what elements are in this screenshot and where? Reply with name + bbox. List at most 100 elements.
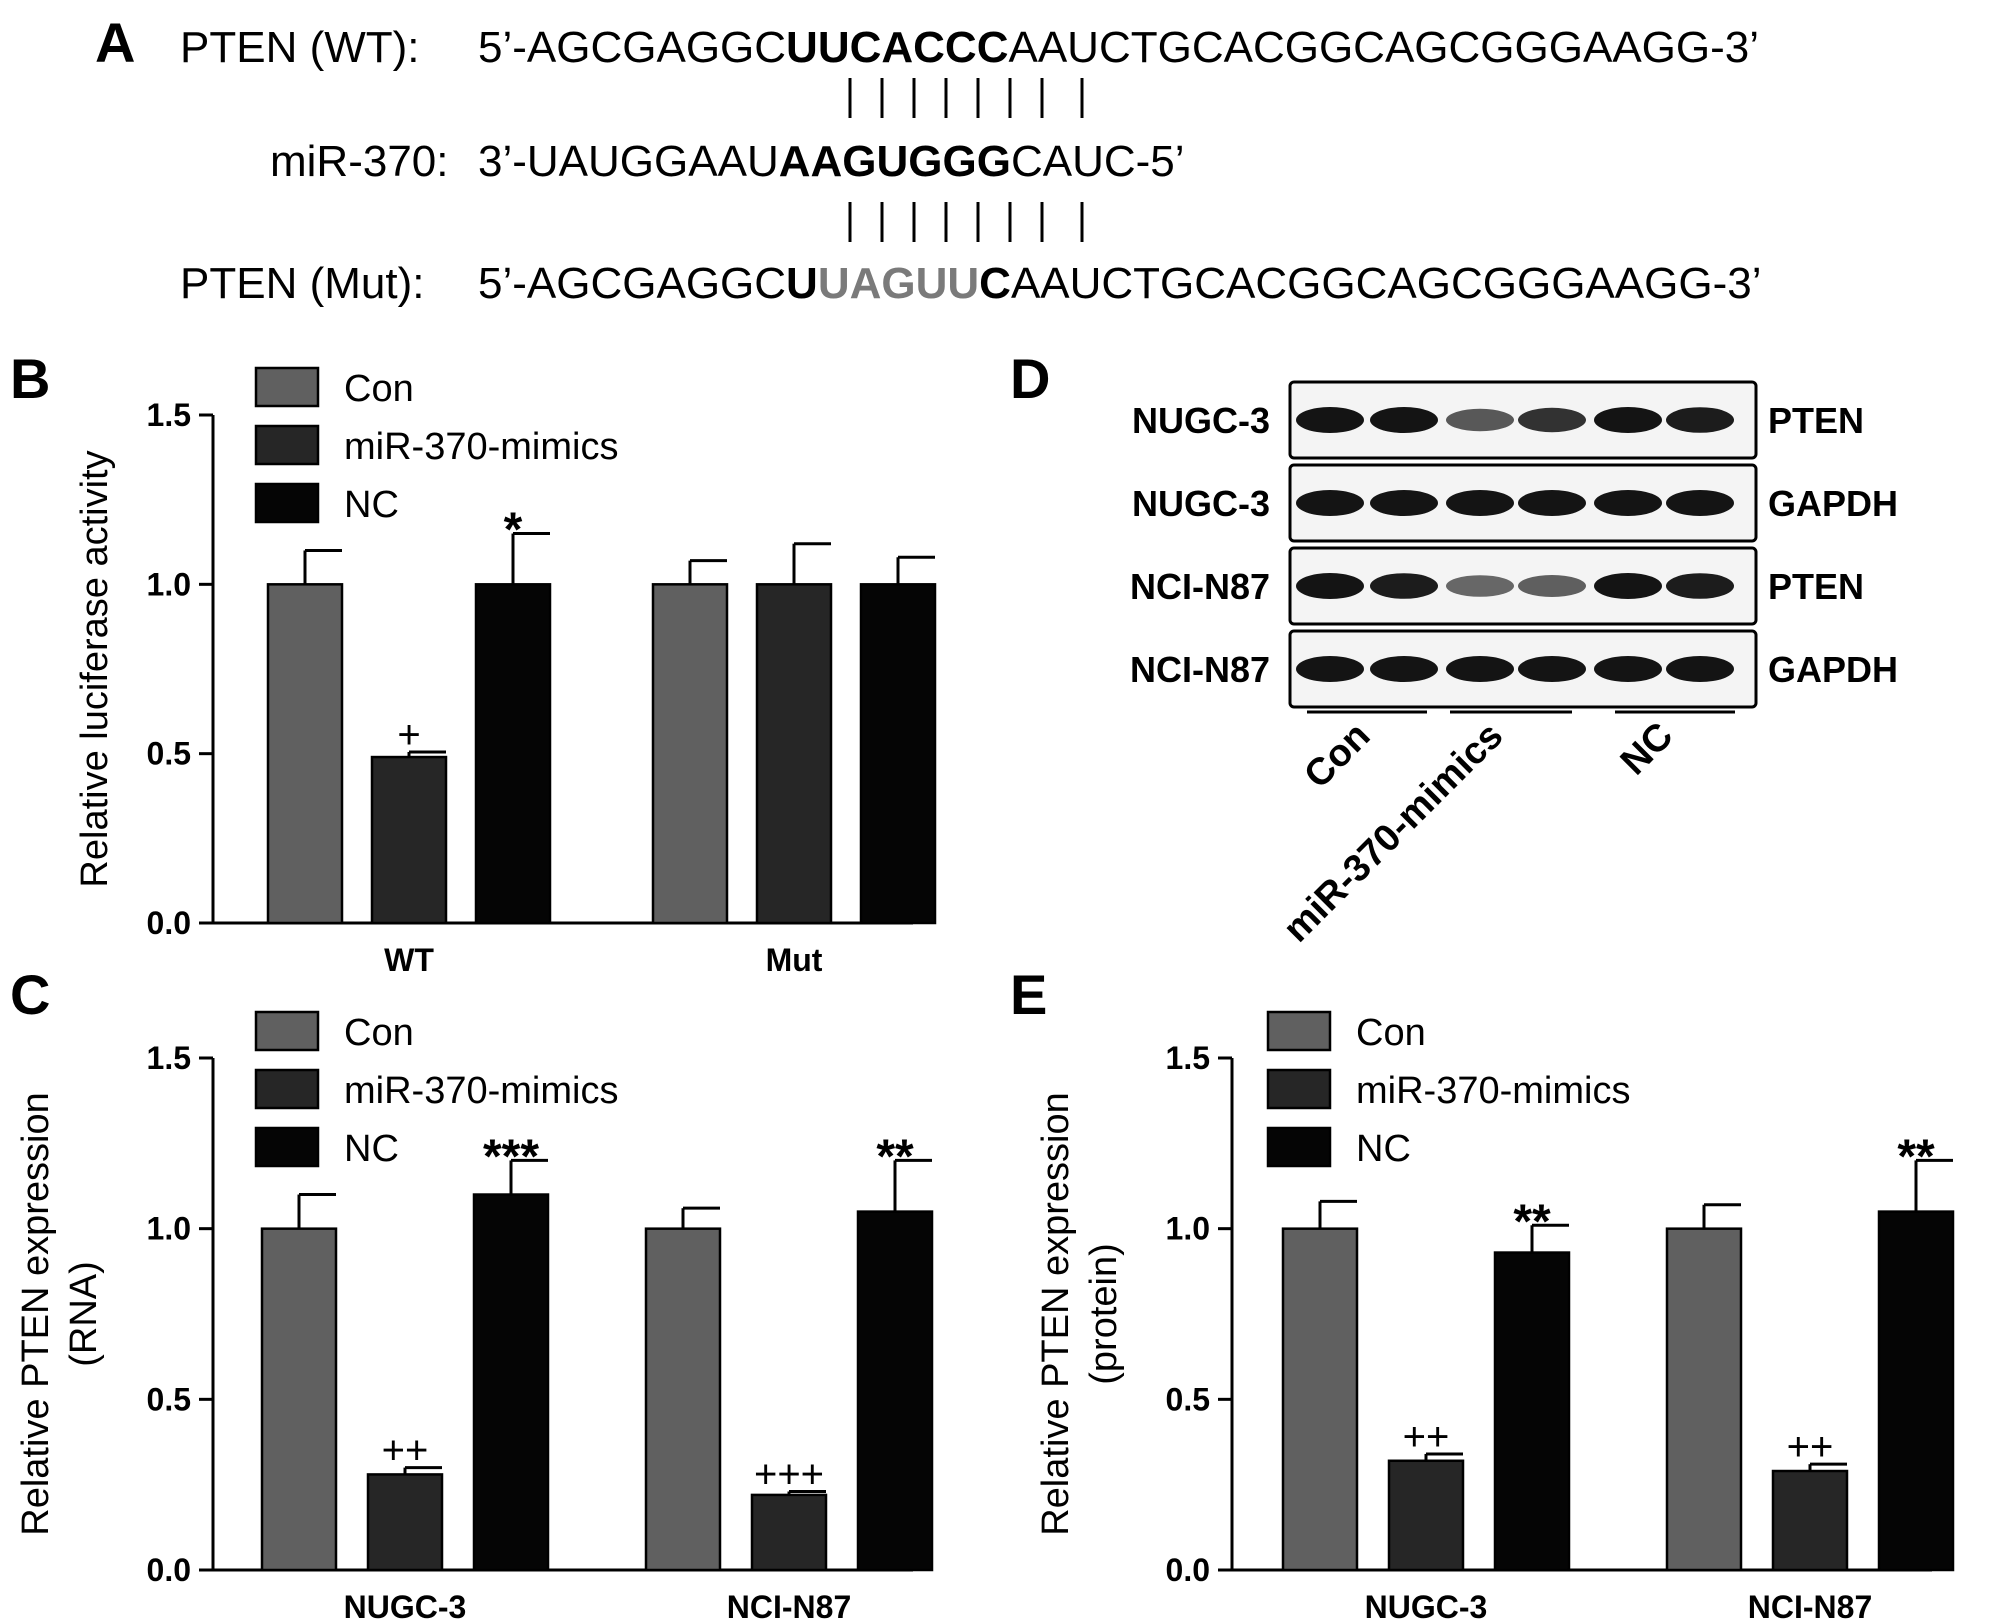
legend-label: miR-370-mimics: [344, 1070, 618, 1112]
legend-swatch: [254, 1068, 320, 1110]
y-tick-label: 1.5: [147, 1040, 191, 1076]
blot-band: [1666, 573, 1734, 599]
y-tick-label: 0.5: [147, 1381, 191, 1417]
blot-band: [1446, 575, 1514, 597]
blot-band: [1518, 407, 1586, 433]
mut-sequence: 5’-AGCGAGGCUUAGUUCAAUCTGCACGGCAGCGGGAAGG…: [478, 259, 1761, 308]
wt-seq-prefix: 5’-AGCGAGGC: [478, 23, 786, 72]
x-category-label: NCI-N87: [727, 1589, 851, 1623]
y-tick-label: 0.0: [1166, 1552, 1210, 1588]
blot-band: [1370, 407, 1438, 433]
legend-label: Con: [1356, 1012, 1426, 1054]
panel-label-a: A: [95, 11, 135, 74]
significance-mark: *: [504, 504, 523, 557]
blot-band: [1296, 490, 1364, 516]
bar: [366, 1473, 444, 1572]
bar: [1281, 1227, 1359, 1572]
legend-label: NC: [1356, 1128, 1411, 1170]
pairing-lines-top: [848, 78, 1084, 118]
blot-band: [1296, 407, 1364, 433]
significance-mark: **: [876, 1130, 914, 1183]
significance-mark: +: [397, 713, 420, 757]
x-category-label: Mut: [766, 942, 823, 978]
panel-label-e: E: [1010, 963, 1047, 1026]
bar: [1387, 1459, 1465, 1572]
significance-mark: +++: [754, 1452, 824, 1496]
y-tick-label: 1.5: [1166, 1040, 1210, 1076]
wt-seq-seed: UUCACCC: [786, 23, 1008, 72]
mut-seq-prefix: 5’-AGCGAGGC: [478, 259, 786, 308]
mir-sequence: 3’-UAUGGAAUAAGUGGGCAUC-5’: [478, 137, 1185, 186]
wt-sequence-name: PTEN (WT):: [180, 23, 420, 72]
y-tick-label: 1.5: [147, 397, 191, 433]
legend-swatch: [1266, 1126, 1332, 1168]
bar: [1877, 1210, 1955, 1572]
blot-band: [1296, 656, 1364, 682]
blot-band: [1594, 490, 1662, 516]
mut-seq-suffix: AAUCTGCACGGCAGCGGGAAGG-3’: [1011, 259, 1762, 308]
wt-sequence: 5’-AGCGAGGCUUCACCCAAUCTGCACGGCAGCGGGAAGG…: [478, 23, 1759, 72]
bar: [266, 583, 344, 925]
mut-sequence-name: PTEN (Mut):: [180, 259, 424, 308]
bar: [750, 1493, 828, 1572]
legend-label: Con: [344, 368, 414, 410]
blot-protein-label: PTEN: [1768, 566, 1864, 607]
legend-label: Con: [344, 1012, 414, 1054]
blot-band: [1594, 656, 1662, 682]
legend-swatch: [254, 424, 320, 466]
blot-band: [1666, 490, 1734, 516]
x-category-label: NUGC-3: [1365, 1589, 1488, 1623]
bar: [474, 583, 552, 925]
legend-swatch: [254, 1010, 320, 1052]
lane-group-label: miR-370-mimics: [1276, 715, 1512, 951]
significance-mark: **: [1897, 1130, 1935, 1183]
panel-label-c: C: [10, 963, 50, 1026]
y-tick-label: 1.0: [1166, 1211, 1210, 1247]
significance-mark: ++: [1787, 1425, 1834, 1469]
blot-cell-label: NUGC-3: [1132, 400, 1270, 441]
chart-c: 0.0 0.5 1.0 1.5 Relative PTEN expression (RNA…: [15, 1010, 934, 1623]
blot-band: [1666, 407, 1734, 433]
western-blot: D NUGC-3 PTEN NUGC-3 GAPDH NCI-N87 PTEN NCI-N8…: [1010, 347, 1898, 950]
mir-seq-prefix: 3’-UAUGGAAU: [478, 137, 779, 186]
mut-seq-seed-end: C: [979, 259, 1011, 308]
mir-seq-suffix: CAUC-5’: [1011, 137, 1185, 186]
blot-band: [1518, 656, 1586, 682]
blot-band: [1594, 573, 1662, 599]
bar: [651, 583, 729, 925]
blot-band: [1666, 656, 1734, 682]
blot-band: [1446, 490, 1514, 516]
panel-label-b: B: [10, 347, 50, 410]
legend-swatch: [254, 366, 320, 408]
mir-seq-seed: AAGUGGG: [779, 137, 1011, 186]
x-category-label: NUGC-3: [344, 1589, 467, 1623]
x-category-label: WT: [384, 942, 434, 978]
legend-swatch: [1266, 1068, 1332, 1110]
y-axis-label: (protein): [1083, 1243, 1125, 1385]
bar: [472, 1193, 550, 1572]
lane-group-label: Con: [1296, 715, 1378, 797]
legend-label: miR-370-mimics: [1356, 1070, 1630, 1112]
y-tick-label: 0.5: [147, 736, 191, 772]
bar: [260, 1227, 338, 1572]
wt-seq-suffix: AAUCTGCACGGCAGCGGGAAGG-3’: [1008, 23, 1759, 72]
y-tick-label: 0.0: [147, 1552, 191, 1588]
blot-band: [1518, 575, 1586, 597]
blot-band: [1446, 656, 1514, 682]
y-axis-label: Relative luciferase activity: [74, 450, 116, 887]
y-axis-label: (RNA): [63, 1261, 105, 1367]
mir-sequence-name: miR-370:: [270, 137, 449, 186]
blot-protein-label: GAPDH: [1768, 649, 1898, 690]
blot-band: [1370, 573, 1438, 599]
y-tick-label: 1.0: [147, 1211, 191, 1247]
legend-label: NC: [344, 1128, 399, 1170]
legend-label: NC: [344, 484, 399, 526]
panel-a: A PTEN (WT): 5’-AGCGAGGCUUCACCCAAUCTGCAC…: [95, 11, 1761, 308]
pairing-lines-bottom: [848, 202, 1084, 242]
blot-band: [1446, 408, 1514, 432]
bar: [370, 755, 448, 925]
blot-cell-label: NUGC-3: [1132, 483, 1270, 524]
blot-band: [1594, 407, 1662, 433]
